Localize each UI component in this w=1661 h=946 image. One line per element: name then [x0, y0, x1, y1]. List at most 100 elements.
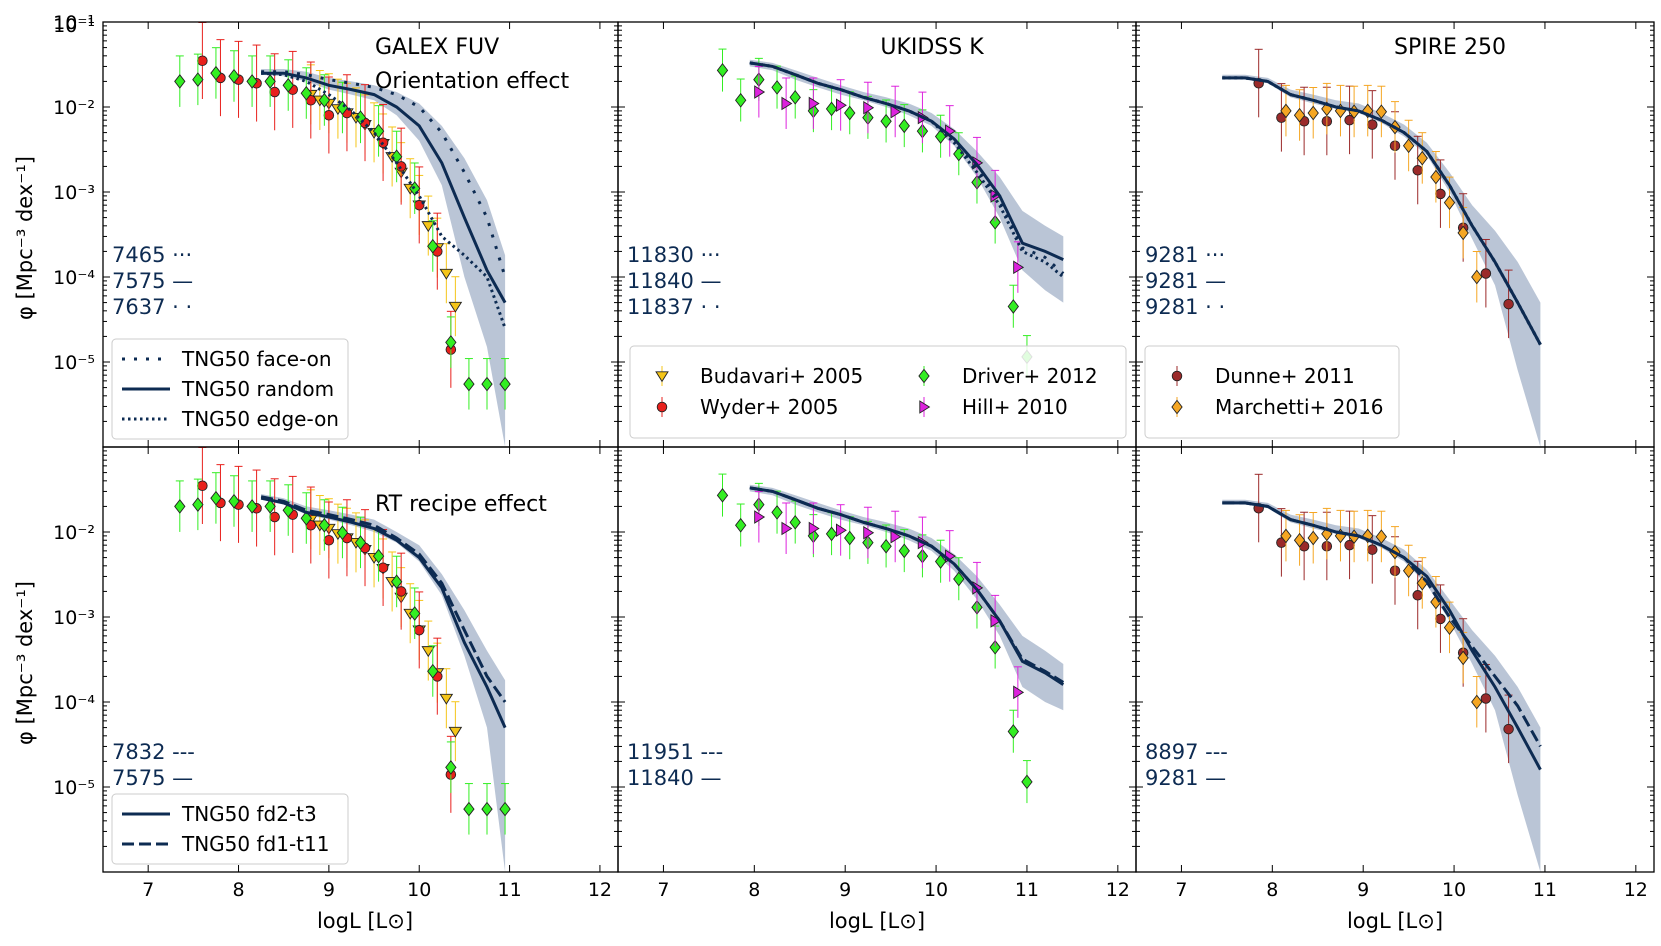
y-tick-label: 10⁻²	[53, 97, 95, 119]
y-axis-label-top: φ [Mpc⁻³ dex⁻¹]	[13, 156, 37, 320]
x-axis-label-middle: logL [L⊙]	[829, 909, 925, 933]
y-tick-label: 10⁻⁴	[53, 267, 95, 289]
plot-area	[174, 447, 511, 872]
data-point	[735, 92, 747, 108]
legend-label: Wyder+ 2005	[700, 395, 839, 419]
data-point	[323, 534, 335, 546]
data-point	[1430, 169, 1442, 185]
legend-label: Budavari+ 2005	[700, 364, 863, 388]
data-point	[197, 55, 208, 67]
data-point	[318, 517, 331, 533]
x-tick-label: 8	[748, 879, 760, 901]
data-point	[1362, 103, 1374, 119]
data-point	[1021, 774, 1033, 790]
data-point	[1443, 195, 1456, 210]
y-tick-label: 10⁻⁵	[53, 352, 95, 374]
x-axis-label-left: logL [L⊙]	[317, 909, 413, 933]
data-point	[336, 100, 349, 116]
data-point	[789, 89, 801, 105]
x-tick-label: 10	[407, 879, 431, 901]
series-line-tng50-fd2-t3	[260, 496, 507, 729]
data-point	[1503, 298, 1514, 310]
data-point	[421, 221, 436, 233]
data-point	[409, 606, 421, 621]
data-point	[844, 530, 856, 546]
data-point	[336, 525, 349, 541]
galaxy-count: 8897 ---	[1145, 740, 1228, 764]
x-tick-label: 11	[497, 879, 521, 901]
data-point	[844, 105, 856, 121]
series-line-tng50-edge-on	[749, 61, 1065, 279]
data-point	[264, 74, 276, 89]
data-point	[835, 523, 847, 538]
y-axis-label-bottom: φ [Mpc⁻³ dex⁻¹]	[13, 581, 37, 745]
dataset-wyder-2005	[197, 447, 457, 813]
data-point	[439, 268, 454, 280]
data-point	[898, 118, 910, 134]
galaxy-count: 11840 —	[627, 766, 721, 790]
data-point	[1367, 119, 1378, 130]
data-point	[210, 65, 222, 81]
data-point	[863, 100, 875, 115]
legend-box	[629, 345, 1127, 439]
data-point	[1402, 563, 1415, 579]
legend-box	[111, 338, 349, 440]
data-point	[1007, 724, 1019, 739]
x-tick-label: 9	[323, 879, 335, 901]
data-point	[210, 490, 222, 506]
data-point	[323, 109, 335, 121]
x-tick-label: 12	[1624, 879, 1648, 901]
data-point	[1435, 188, 1446, 200]
legend-label: Marchetti+ 2016	[1215, 395, 1384, 419]
data-point	[1013, 685, 1025, 700]
x-tick-label: 7	[657, 879, 669, 901]
data-point	[228, 493, 240, 509]
data-point	[863, 525, 875, 540]
series-line-tng50-random	[261, 71, 507, 304]
data-point	[372, 548, 385, 564]
galaxy-count: 11840 —	[627, 269, 721, 293]
data-point	[1007, 299, 1019, 314]
galaxy-count: 9281 ···	[1145, 243, 1225, 267]
data-point	[1503, 723, 1514, 735]
data-point	[1280, 528, 1292, 544]
x-tick-label: 9	[839, 879, 851, 901]
legend-marker	[1171, 399, 1183, 415]
data-point	[1367, 544, 1378, 555]
data-point	[445, 335, 457, 350]
data-point	[825, 101, 838, 117]
data-point	[754, 85, 766, 99]
model-scatter-band	[261, 69, 506, 447]
y-tick-label: 10⁻⁴	[53, 692, 95, 714]
data-point	[427, 663, 439, 679]
y-tick-label: 10⁻³	[53, 182, 95, 204]
plot-area	[174, 22, 511, 447]
series-line-tng50-fd1-t11	[260, 495, 507, 703]
data-point	[1457, 650, 1469, 666]
legend-marker	[655, 371, 669, 383]
data-point	[789, 514, 801, 530]
data-point	[1280, 103, 1292, 119]
data-point	[989, 214, 1001, 230]
data-point	[246, 74, 258, 89]
panel-title: GALEX FUV	[375, 35, 499, 60]
panel-title: UKIDSS K	[880, 35, 984, 60]
panel-bottom-left: 10⁻⁵ 10⁻⁴ 10⁻³ 10⁻² 7 8 9 10 11 12 RT recipe effec…	[53, 446, 619, 901]
series-line-tng50-edge-on	[261, 71, 507, 329]
x-tick-label: 12	[1106, 879, 1130, 901]
x-tick-label: 8	[1266, 879, 1278, 901]
legend-label: TNG50 fd1-t11	[181, 832, 329, 856]
legend-box	[111, 793, 349, 865]
data-point	[953, 571, 965, 587]
y-tick-label: 10⁻⁵	[53, 777, 95, 799]
plot-area	[716, 473, 1065, 804]
galaxy-count: 7575 —	[112, 766, 193, 790]
series-line-tng50-edge-on	[1222, 76, 1542, 346]
top-tick-label: 10⁻¹	[53, 15, 95, 37]
x-tick-label: 10	[1442, 879, 1466, 901]
legend-marker	[918, 368, 930, 384]
x-tick-label: 7	[142, 879, 154, 901]
data-point	[934, 554, 947, 569]
data-point	[1412, 165, 1423, 176]
data-point	[825, 526, 838, 542]
